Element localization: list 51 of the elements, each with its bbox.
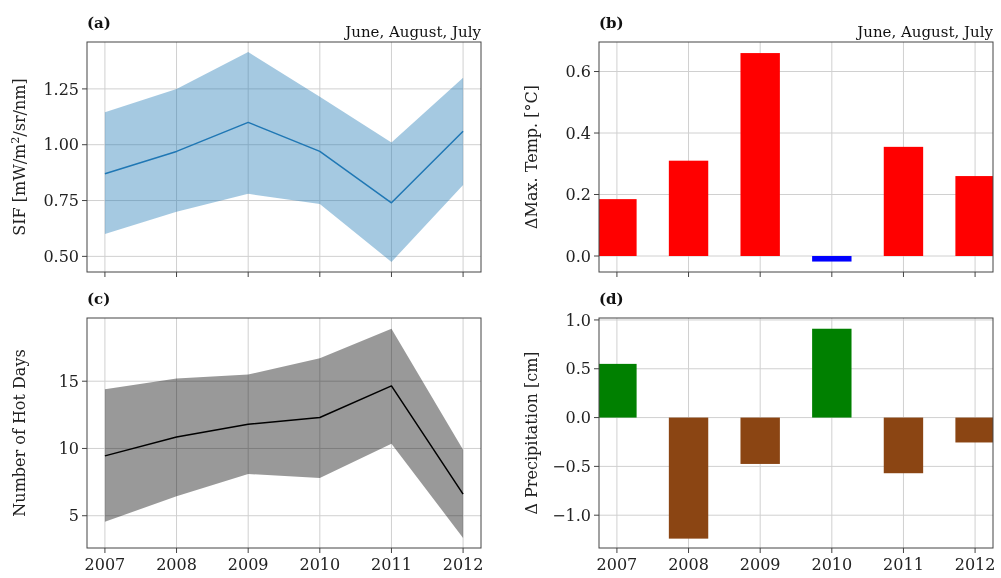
bar [668,417,709,539]
y-axis-title: Δ Precipitation [cm] [522,351,541,515]
bar [740,53,780,257]
x-tick-label: 2010 [811,555,853,574]
x-tick-label: 2008 [156,555,197,574]
y-tick-label: 1.0 [565,310,591,330]
x-tick-label: 2007 [84,555,126,574]
x-tick-label: 2011 [883,555,924,574]
chart-title: (c) [87,290,111,308]
line-series [104,385,464,495]
y-tick-label: 0.0 [565,408,591,428]
line-series [104,121,464,204]
y-tick-label: 10 [58,439,79,459]
bar [740,417,780,464]
chart-subtitle: June, August, July [343,23,482,41]
bar [812,328,852,418]
y-tick-label: 0.75 [43,191,79,211]
x-tick-label: 2009 [739,555,781,574]
y-tick-label: −1.0 [552,505,591,525]
x-tick-label: 2011 [371,555,412,574]
x-tick-label: 2012 [442,555,484,574]
y-tick-label: −0.5 [552,456,591,476]
bar [668,160,709,257]
chart-title: (b) [599,14,624,32]
x-tick-label: 2010 [299,555,341,574]
y-tick-label: 1.00 [43,135,79,155]
bar [955,176,993,257]
y-tick-label: 0.2 [565,185,591,205]
y-tick-label: 15 [58,371,79,391]
y-tick-label: 0.6 [565,62,591,82]
y-tick-label: 0.4 [565,123,591,143]
chart-title: (a) [87,14,111,32]
y-tick-label: 1.25 [43,79,79,99]
y-axis-title: ΔMax. Temp. [°C] [522,85,541,229]
bar [883,417,924,474]
y-tick-label: 0.50 [43,246,79,266]
y-tick-label: 5 [68,506,79,526]
chart-subtitle: June, August, July [855,23,994,41]
bar [955,417,993,443]
x-tick-label: 2012 [954,555,996,574]
y-tick-label: 0.5 [565,359,591,379]
chart-title: (d) [599,290,624,308]
x-tick-label: 2008 [668,555,709,574]
x-tick-label: 2009 [227,555,269,574]
bar [812,256,852,262]
x-tick-label: 2007 [596,555,638,574]
y-axis-title: Number of Hot Days [10,349,29,517]
bar [883,146,924,257]
y-tick-label: 0.0 [565,246,591,266]
bar [599,199,637,257]
bar [599,363,637,418]
